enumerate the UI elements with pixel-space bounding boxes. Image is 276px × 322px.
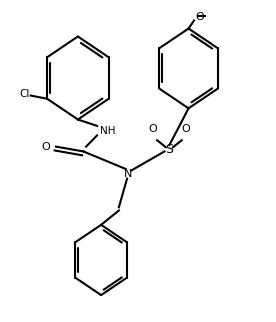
Text: Cl: Cl <box>19 89 29 99</box>
Text: S: S <box>165 143 173 156</box>
Text: O: O <box>181 124 190 134</box>
Text: O: O <box>149 124 157 134</box>
Text: NH: NH <box>100 126 115 136</box>
Text: N: N <box>124 169 133 179</box>
Text: O: O <box>42 142 51 152</box>
Text: O: O <box>195 12 204 22</box>
